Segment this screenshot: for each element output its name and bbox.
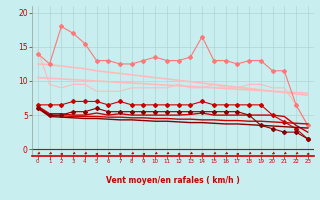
X-axis label: Vent moyen/en rafales ( km/h ): Vent moyen/en rafales ( km/h ): [106, 176, 240, 185]
